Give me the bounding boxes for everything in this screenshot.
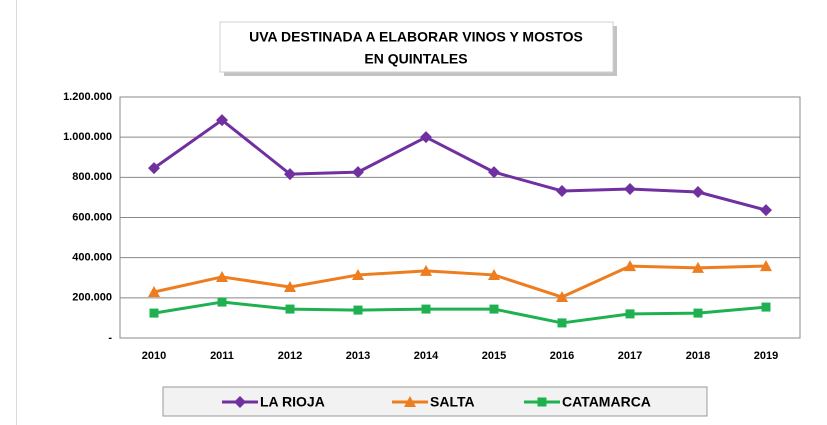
data-point: [625, 309, 635, 319]
data-point: [285, 304, 295, 314]
data-point: [216, 270, 228, 282]
data-point: [420, 264, 432, 276]
x-tick-label: 2015: [482, 350, 506, 362]
data-point: [488, 268, 500, 280]
data-point: [692, 185, 704, 198]
data-point: [760, 260, 772, 272]
data-point: [420, 131, 432, 144]
legend-marker: [404, 396, 416, 407]
x-tick-label: 2016: [550, 350, 574, 362]
legend-marker: [537, 397, 547, 407]
legend-marker: [234, 396, 246, 408]
data-point: [624, 260, 636, 272]
y-tick-label: 600.000: [72, 211, 112, 223]
data-point: [760, 204, 772, 217]
series-line: [153, 264, 767, 299]
legend-label: CATAMARCA: [562, 394, 651, 410]
data-point: [489, 304, 499, 314]
data-point: [557, 318, 567, 328]
data-point: [624, 182, 636, 195]
x-tick-label: 2011: [210, 350, 234, 362]
data-point: [353, 305, 363, 315]
data-point: [148, 286, 160, 298]
data-point: [352, 166, 364, 179]
data-point: [149, 308, 159, 318]
data-point: [556, 291, 568, 303]
y-tick-label: 800.000: [72, 171, 112, 183]
x-tick-label: 2019: [754, 350, 778, 362]
y-tick-label: 1.200.000: [63, 91, 112, 103]
data-point: [693, 308, 703, 318]
data-point: [284, 280, 296, 292]
x-tick-label: 2010: [142, 350, 166, 362]
x-tick-label: 2013: [346, 350, 370, 362]
data-point: [421, 304, 431, 314]
legend-label: LA RIOJA: [260, 394, 325, 410]
data-point: [217, 297, 227, 307]
title-box: [219, 21, 614, 73]
series-line: [153, 300, 767, 325]
y-tick-label: 1.000.000: [63, 131, 112, 143]
x-tick-label: 2018: [686, 350, 710, 362]
legend-label: SALTA: [430, 394, 475, 410]
series-line: [153, 118, 767, 212]
data-point: [216, 114, 228, 127]
y-tick-label: 400.000: [72, 252, 112, 264]
data-point: [692, 261, 704, 273]
data-point: [352, 268, 364, 280]
chart-title: EN QUINTALES: [364, 51, 467, 67]
chart-title: UVA DESTINADA A ELABORAR VINOS Y MOSTOS: [249, 29, 583, 45]
data-point: [556, 184, 568, 197]
x-tick-label: 2017: [618, 350, 642, 362]
y-tick-label: 200.000: [72, 292, 112, 304]
y-tick-label: -: [108, 332, 112, 344]
data-point: [488, 166, 500, 179]
x-tick-label: 2012: [278, 350, 302, 362]
x-tick-label: 2014: [414, 350, 439, 362]
data-point: [148, 162, 160, 175]
data-point: [761, 302, 771, 312]
data-point: [284, 168, 296, 181]
